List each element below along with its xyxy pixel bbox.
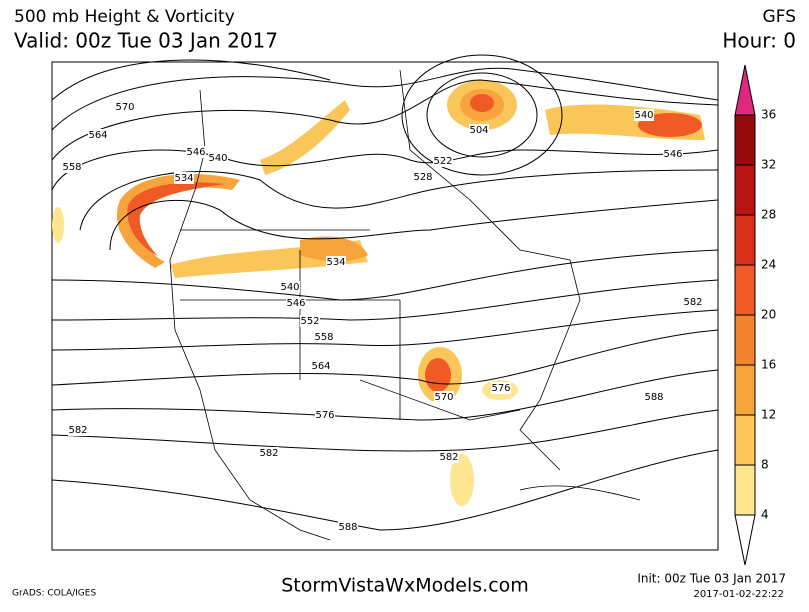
- label-bg: [259, 447, 279, 459]
- contour-label: 564: [311, 361, 330, 372]
- contour-label: 570: [115, 102, 134, 113]
- label-bg: [300, 315, 320, 327]
- colorbar-tick-label: 16: [761, 358, 776, 372]
- colorbar-tick-label: 12: [761, 408, 776, 422]
- contour-label: 522: [433, 156, 452, 167]
- contour-label: 558: [314, 332, 333, 343]
- colorbar-tick-label: 4: [761, 508, 769, 522]
- colorbar-low: [734, 514, 756, 566]
- contour-label: 582: [683, 297, 702, 308]
- label-bg: [433, 155, 453, 167]
- contour-label: 576: [491, 383, 510, 394]
- contour-label: 546: [663, 149, 682, 160]
- label-bg: [634, 109, 654, 121]
- contour-label: 588: [644, 392, 663, 403]
- colorbar-bin: [734, 364, 756, 416]
- contour-label: 534: [174, 173, 193, 184]
- colorbar-tick-label: 36: [761, 108, 776, 122]
- colorbar-tick-label: 8: [761, 458, 769, 472]
- colorbar-bin: [734, 464, 756, 516]
- colorbar-bin: [734, 414, 756, 466]
- label-bg: [338, 521, 358, 533]
- map-frame: [51, 61, 719, 551]
- label-bg: [62, 161, 82, 173]
- grads-credit: GrADS: COLA/IGES: [12, 589, 96, 599]
- colorbar-high: [734, 64, 756, 116]
- contour-label: 546: [286, 298, 305, 309]
- contour-label: 552: [300, 316, 319, 327]
- contour-label: 582: [259, 448, 278, 459]
- label-bg: [208, 152, 228, 164]
- contour-label: 582: [439, 452, 458, 463]
- site: StormVistaWxModels.com: [281, 575, 529, 597]
- label-bg: [469, 124, 489, 136]
- label-bg: [683, 296, 703, 308]
- label-bg: [663, 148, 683, 160]
- height-contours: [51, 54, 719, 531]
- contour-label: 540: [280, 282, 299, 293]
- contour-label: 558: [62, 162, 81, 173]
- label-bg: [644, 391, 664, 403]
- contour-label: 576: [315, 410, 334, 421]
- contour-label: 540: [634, 110, 653, 121]
- label-bg: [311, 360, 331, 372]
- label-bg: [286, 297, 306, 309]
- colorbar-tick-label: 24: [761, 258, 776, 272]
- contour-label: 504: [469, 125, 488, 136]
- label-bg: [280, 281, 300, 293]
- contour-label: 564: [88, 130, 107, 141]
- colorbar-bin: [734, 264, 756, 316]
- label-bg: [413, 171, 433, 183]
- label-bg: [326, 256, 346, 268]
- label-bg: [68, 424, 88, 436]
- contour-label: 528: [413, 172, 432, 183]
- colorbar-bin: [734, 164, 756, 216]
- label-bg: [115, 101, 135, 113]
- label-bg: [174, 172, 194, 184]
- label-bg: [315, 409, 335, 421]
- colorbar-bin: [734, 114, 756, 166]
- contour-label: 570: [434, 392, 453, 403]
- contour-label: 534: [326, 257, 345, 268]
- contour-label: 582: [68, 425, 87, 436]
- label-bg: [491, 382, 511, 394]
- init-time: Init: 00z Tue 03 Jan 2017: [637, 572, 786, 586]
- title: 500 mb Height & Vorticity: [14, 7, 235, 27]
- colorbar-bin: [734, 314, 756, 366]
- label-bg: [88, 129, 108, 141]
- colorbar: 4 8 12 16 20 24 28 32 36: [734, 64, 776, 566]
- colorbar-bin: [734, 214, 756, 266]
- model: GFS: [763, 7, 796, 27]
- colorbar-tick-label: 20: [761, 308, 776, 322]
- forecast-hour: Hour: 0: [722, 29, 796, 53]
- label-bg: [439, 451, 459, 463]
- label-bg: [314, 331, 334, 343]
- valid-time: Valid: 00z Tue 03 Jan 2017: [14, 29, 278, 53]
- contour-label: 588: [338, 522, 357, 533]
- timestamp: 2017-01-02-22:22: [693, 589, 784, 600]
- contour-label: 546: [186, 147, 205, 158]
- label-bg: [434, 391, 454, 403]
- colorbar-tick-label: 28: [761, 208, 776, 222]
- contour-label: 540: [208, 153, 227, 164]
- label-bg: [186, 146, 206, 158]
- colorbar-tick-label: 32: [761, 158, 776, 172]
